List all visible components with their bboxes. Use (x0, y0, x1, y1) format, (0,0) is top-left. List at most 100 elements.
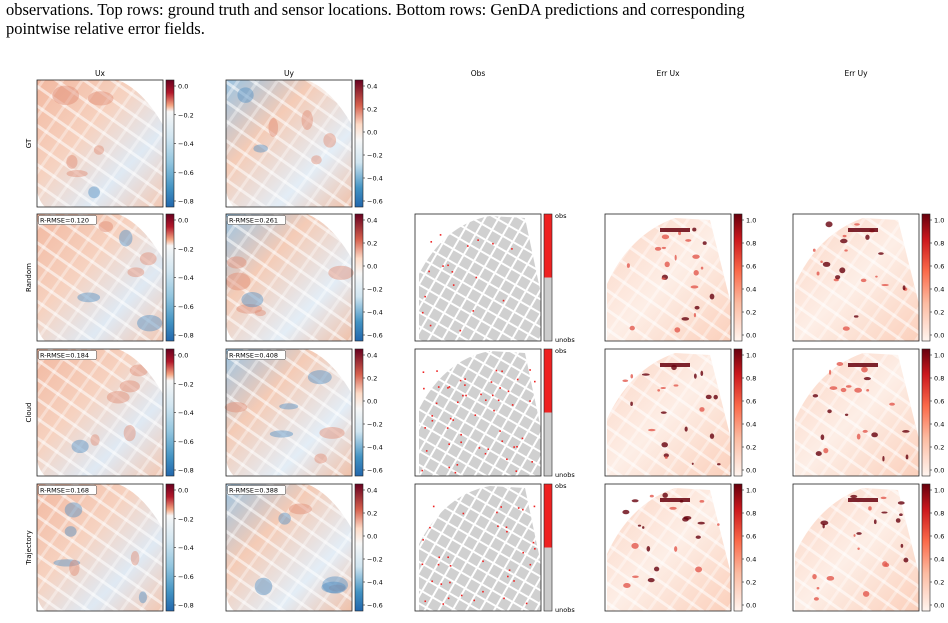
rmse-box-uy-trajectory (227, 485, 286, 495)
panel-err-ux-trajectory (604, 483, 732, 612)
panel-ux-cloud-frame (36, 348, 164, 477)
panel-err-ux-cloud (604, 348, 732, 477)
colorbar-uy-gt-tick: 0.0 (367, 129, 377, 137)
colorbar-uy-random-tick: 0.4 (367, 217, 377, 225)
colorbar-obs-trajectory-unobs-label: unobs (555, 606, 575, 614)
panel-ux-random-frame (36, 213, 164, 342)
colorbar-err-ux-random-tick: 0.8 (746, 240, 756, 248)
panel-ux-trajectory (36, 483, 164, 612)
colorbar-ux-gt-tick: 0.0 (178, 83, 188, 91)
panel-err-uy-trajectory-frame (792, 483, 920, 612)
panel-err-uy-trajectory (792, 483, 920, 612)
colorbar-uy-trajectory-tick: 0.0 (367, 533, 377, 541)
colorbar-uy-gt-tick: −0.4 (367, 175, 383, 183)
colorbar-err-uy-random-tick: 1.0 (934, 217, 944, 225)
colorbar-err-ux-trajectory-tick: 0.0 (746, 602, 756, 610)
column-title-ux: Ux (95, 69, 105, 78)
rmse-label-uy-cloud: R-RMSE=0.408 (229, 352, 278, 360)
colorbar-ux-cloud-tick: −0.4 (178, 409, 194, 417)
colorbar-obs-cloud-unobs-label: unobs (555, 471, 575, 479)
colorbar-err-ux-trajectory-tick: 0.6 (746, 533, 756, 541)
colorbar-uy-trajectory (354, 483, 365, 612)
colorbar-err-ux-random-tick: 0.2 (746, 309, 756, 317)
panel-ux-trajectory-frame (36, 483, 164, 612)
colorbar-uy-trajectory-bar (354, 483, 364, 612)
colorbar-uy-gt-tick: 0.4 (367, 83, 377, 91)
colorbar-uy-trajectory-tick: −0.6 (367, 602, 383, 610)
colorbar-uy-random (354, 213, 365, 342)
colorbar-err-ux-cloud-tick: 0.4 (746, 421, 756, 429)
colorbar-err-uy-random-tick: 0.8 (934, 240, 944, 248)
colorbar-uy-random-tick: 0.0 (367, 263, 377, 271)
panel-obs-cloud (414, 348, 542, 477)
colorbar-err-ux-trajectory-tick: 0.4 (746, 556, 756, 564)
colorbar-err-uy-trajectory (921, 483, 932, 612)
colorbar-ux-gt-bar (165, 79, 175, 208)
panel-err-uy-cloud-frame (792, 348, 920, 477)
colorbar-ux-trajectory-tick: 0.0 (178, 487, 188, 495)
row-label-trajectory: Trajectory (25, 530, 33, 566)
colorbar-err-uy-cloud (921, 348, 932, 477)
colorbar-uy-trajectory-tick: 0.4 (367, 487, 377, 495)
colorbar-err-ux-random-bar (733, 213, 743, 342)
colorbar-ux-random (165, 213, 176, 342)
colorbar-err-ux-cloud (733, 348, 744, 477)
panel-ux-gt (36, 79, 164, 208)
row-label-random: Random (25, 263, 33, 292)
colorbar-ux-trajectory-tick: −0.2 (178, 515, 194, 523)
colorbar-uy-random-tick: −0.6 (367, 332, 383, 340)
colorbar-err-ux-trajectory-tick: 0.2 (746, 579, 756, 587)
colorbar-err-uy-cloud-tick: 0.0 (934, 467, 944, 475)
colorbar-ux-gt (165, 79, 176, 208)
colorbar-ux-random-tick: −0.2 (178, 245, 194, 253)
colorbar-ux-cloud-tick: −0.6 (178, 438, 194, 446)
panel-err-ux-random (604, 213, 732, 342)
colorbar-obs-cloud-obs-label: obs (555, 347, 567, 355)
colorbar-uy-cloud-tick: 0.2 (367, 375, 377, 383)
panel-ux-trajectory-streets (37, 484, 163, 611)
colorbar-err-ux-trajectory (733, 483, 744, 612)
colorbar-err-ux-cloud-tick: 0.2 (746, 444, 756, 452)
colorbar-obs-trajectory-obs-label: obs (555, 482, 567, 490)
rmse-box-ux-trajectory (38, 485, 97, 495)
panel-uy-trajectory-frame (225, 483, 353, 612)
colorbar-ux-random-tick: −0.4 (178, 274, 194, 282)
rmse-box-uy-cloud (227, 350, 286, 360)
colorbar-err-uy-random (921, 213, 932, 342)
colorbar-uy-cloud-tick: 0.0 (367, 398, 377, 406)
colorbar-uy-cloud-bar (354, 348, 364, 477)
colorbar-err-uy-random-bar (921, 213, 931, 342)
colorbar-ux-gt-tick: −0.6 (178, 169, 194, 177)
colorbar-ux-trajectory (165, 483, 176, 612)
panel-err-ux-cloud-frame (604, 348, 732, 477)
colorbar-err-uy-cloud-tick: 0.4 (934, 421, 944, 429)
panel-uy-cloud (224, 348, 353, 477)
panel-uy-gt-frame (225, 79, 353, 208)
panel-uy-random-frame (225, 213, 353, 342)
colorbar-uy-random-tick: 0.2 (367, 240, 377, 248)
caption-line-2: pointwise relative error fields. (6, 19, 205, 38)
rmse-box-ux-random (38, 215, 97, 225)
colorbar-ux-random-tick: −0.6 (178, 303, 194, 311)
colorbar-err-uy-trajectory-tick: 0.0 (934, 602, 944, 610)
panel-obs-random-buildings (419, 216, 541, 341)
rmse-label-ux-random: R-RMSE=0.120 (40, 217, 89, 225)
colorbar-err-uy-random-tick: 0.2 (934, 309, 944, 317)
panel-ux-cloud (36, 348, 164, 477)
colorbar-uy-random-bar (354, 213, 364, 342)
rmse-label-uy-random: R-RMSE=0.261 (229, 217, 278, 225)
colorbar-err-uy-cloud-tick: 1.0 (934, 352, 944, 360)
colorbar-ux-trajectory-tick: −0.8 (178, 602, 194, 610)
panel-uy-trajectory (225, 483, 353, 612)
panel-ux-random (36, 213, 164, 342)
colorbar-ux-cloud-tick: 0.0 (178, 352, 188, 360)
colorbar-err-uy-trajectory-tick: 0.6 (934, 533, 944, 541)
colorbar-obs-random-unobs-label: unobs (555, 336, 575, 344)
colorbar-ux-cloud (165, 348, 176, 477)
colorbar-ux-gt-tick: −0.8 (178, 198, 194, 206)
colorbar-ux-random-tick: 0.0 (178, 217, 188, 225)
panel-uy-gt-streets (226, 80, 352, 207)
panel-obs-trajectory-frame (414, 483, 542, 612)
panel-err-uy-cloud (792, 348, 920, 477)
